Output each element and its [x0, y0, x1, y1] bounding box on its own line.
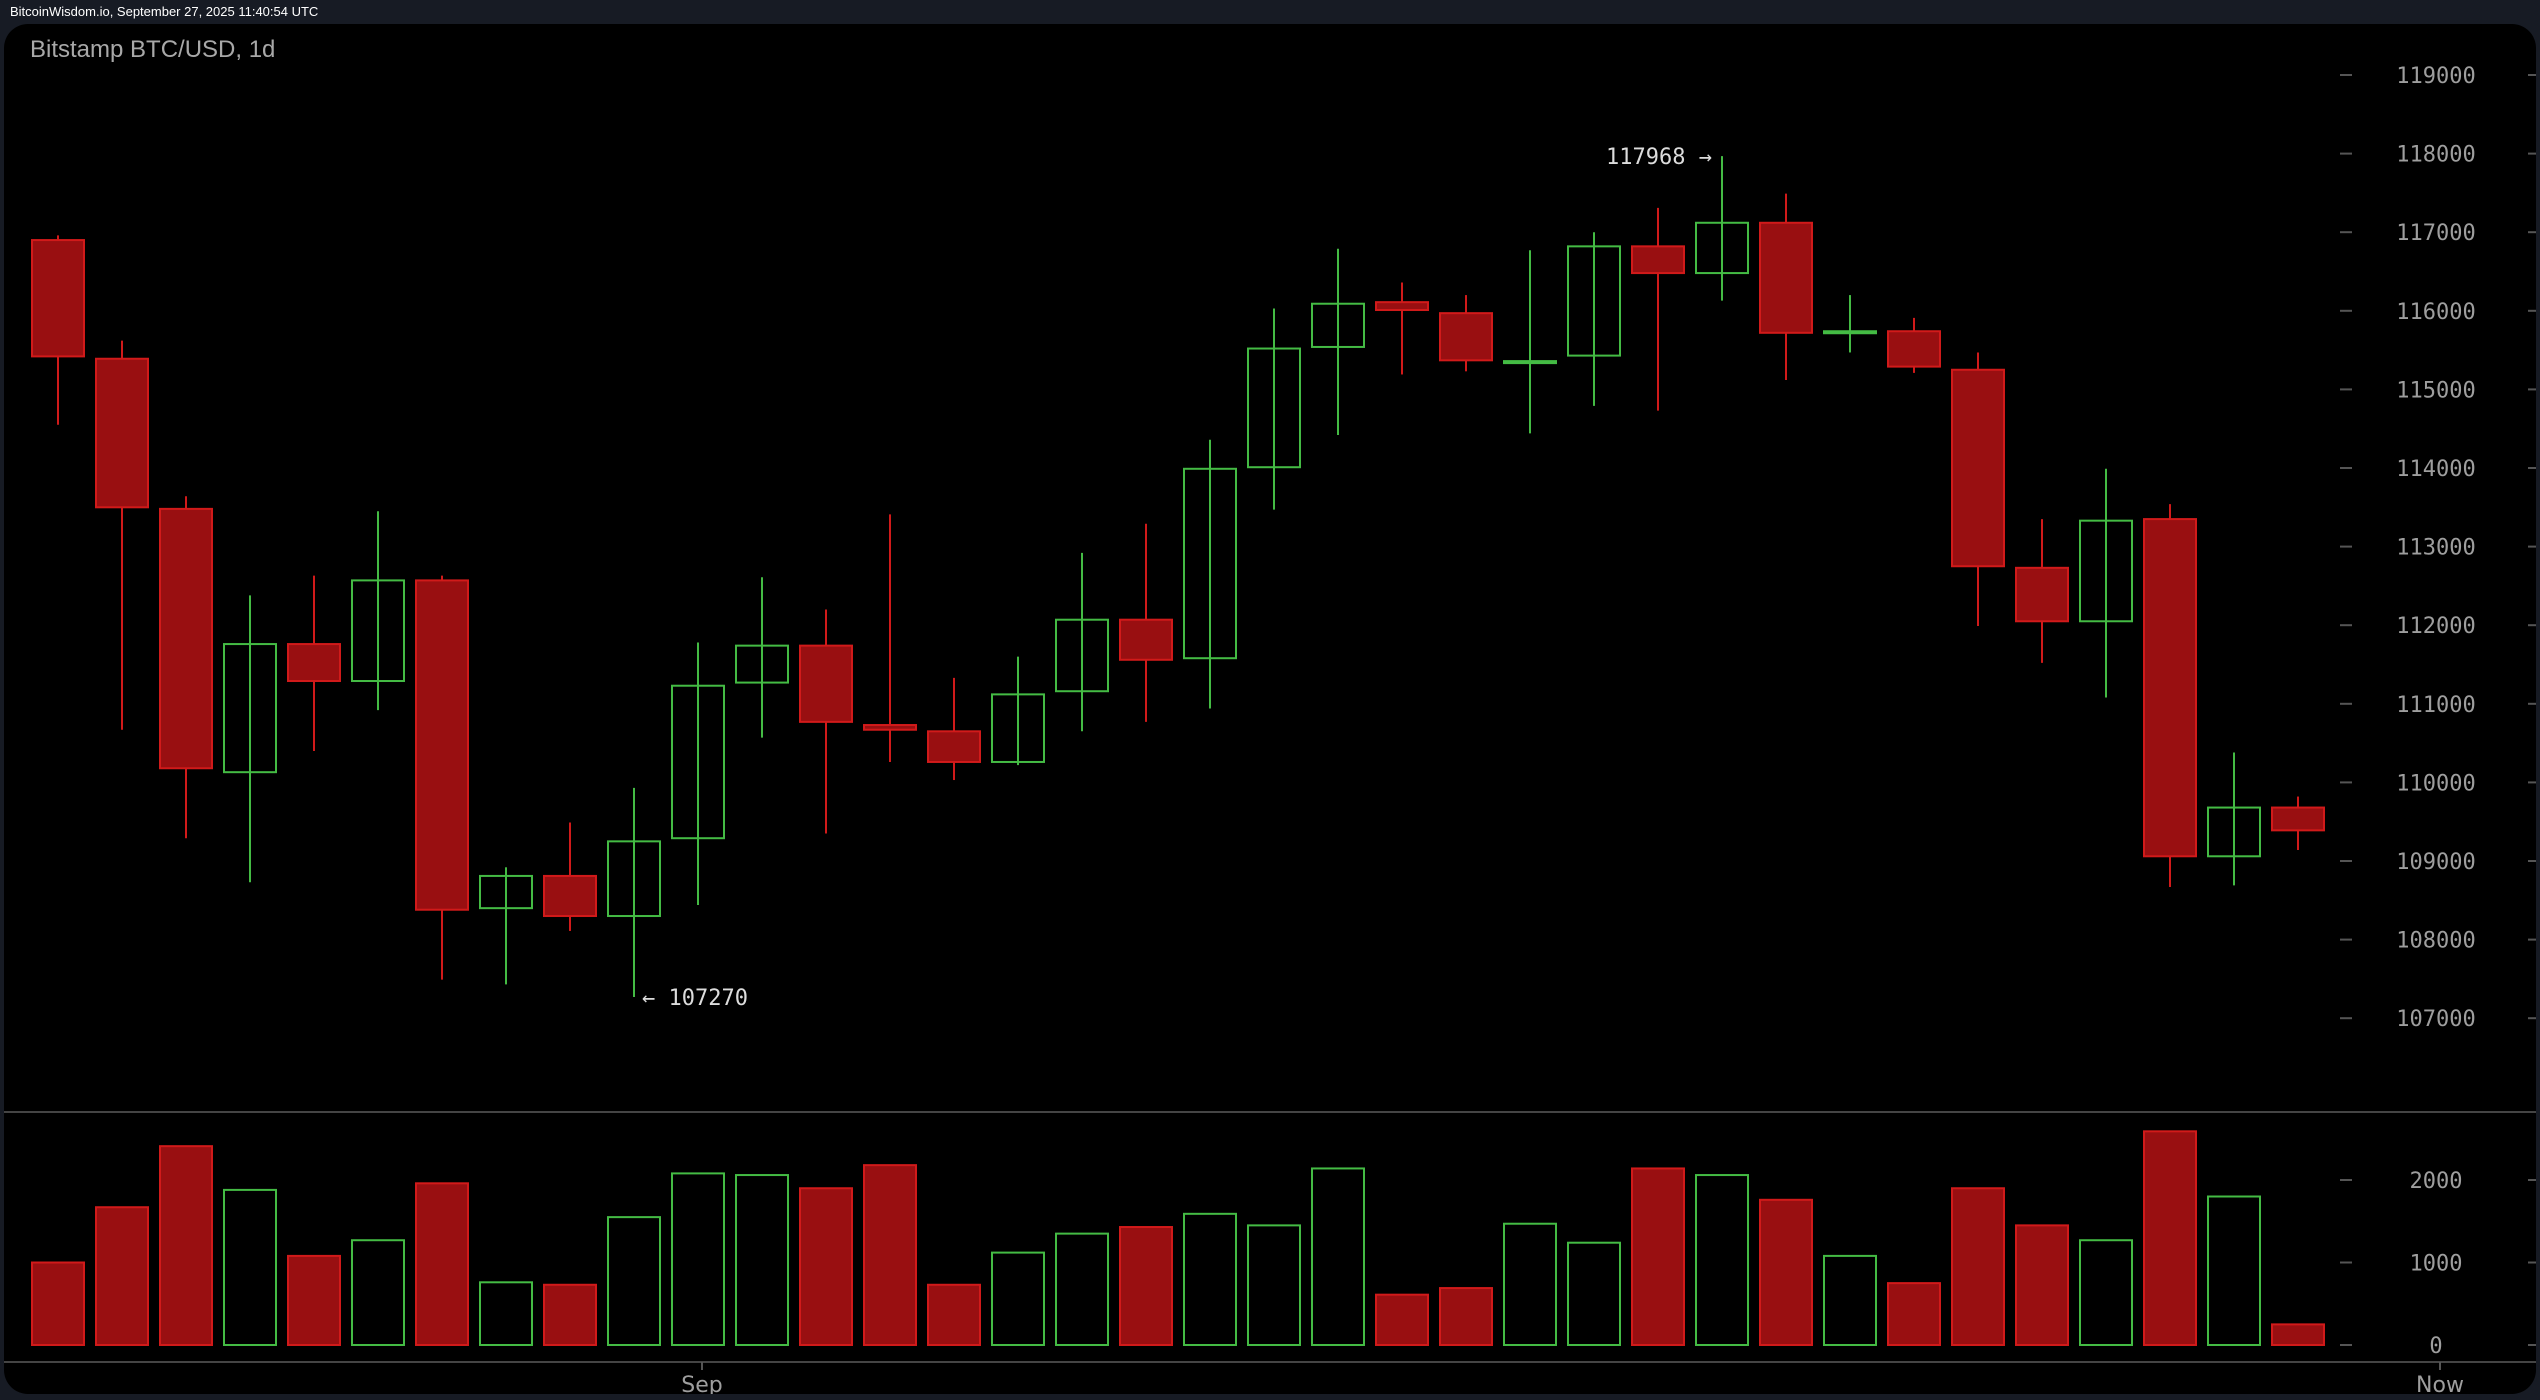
candle-body[interactable]: [159, 507, 213, 770]
chart-title: Bitstamp BTC/USD, 1d: [30, 36, 276, 63]
candle-body[interactable]: [1823, 330, 1877, 335]
candle-body[interactable]: [799, 644, 853, 723]
candle-body[interactable]: [927, 730, 981, 763]
volume-bar[interactable]: [1503, 1222, 1557, 1346]
candle-body[interactable]: [543, 874, 597, 918]
volume-bar[interactable]: [1055, 1232, 1109, 1346]
volume-bar[interactable]: [159, 1145, 213, 1347]
y-tick-label: 107000: [2396, 1007, 2475, 1032]
volume-bar[interactable]: [671, 1172, 725, 1347]
candle-body[interactable]: [863, 724, 917, 731]
y-tick-label: 118000: [2396, 143, 2475, 168]
volume-bar[interactable]: [2207, 1195, 2261, 1346]
y-tick-label: 113000: [2396, 536, 2475, 561]
candle-body[interactable]: [1439, 312, 1493, 362]
volume-bar[interactable]: [95, 1206, 149, 1346]
candle-body[interactable]: [1567, 245, 1621, 357]
candle-body[interactable]: [2015, 566, 2069, 623]
volume-bar[interactable]: [1887, 1282, 1941, 1346]
volume-bar[interactable]: [799, 1187, 853, 1346]
candle-body[interactable]: [2079, 519, 2133, 623]
volume-bar[interactable]: [863, 1164, 917, 1347]
volume-bar[interactable]: [1631, 1167, 1685, 1346]
x-tick-label: Now: [2416, 1373, 2464, 1394]
y-tick-label: 111000: [2396, 693, 2475, 718]
candle-body[interactable]: [1375, 301, 1429, 312]
volume-bar[interactable]: [1695, 1174, 1749, 1347]
candlestick-chart[interactable]: 119000 118000 117000 116000 115000 114000 1130…: [4, 24, 2536, 1394]
high-price-annotation: 117968 →: [1606, 145, 1712, 170]
y-tick-label: 116000: [2396, 300, 2475, 325]
candle-body[interactable]: [1759, 221, 1813, 334]
volume-bar[interactable]: [1311, 1167, 1365, 1346]
volume-bar[interactable]: [1439, 1287, 1493, 1346]
volume-bar[interactable]: [735, 1174, 789, 1347]
candle-body[interactable]: [479, 874, 533, 910]
y-tick-label: 119000: [2396, 64, 2475, 89]
volume-tick-label: 1000: [2410, 1252, 2463, 1277]
candle-body[interactable]: [2207, 806, 2261, 858]
volume-bar[interactable]: [607, 1216, 661, 1346]
candle-body[interactable]: [351, 579, 405, 683]
volume-bar[interactable]: [991, 1251, 1045, 1346]
candle-body[interactable]: [1311, 302, 1365, 348]
candle-body[interactable]: [607, 840, 661, 918]
volume-bar[interactable]: [543, 1283, 597, 1347]
volume-bar[interactable]: [479, 1281, 533, 1347]
candle-body[interactable]: [1119, 618, 1173, 661]
volume-bar[interactable]: [351, 1239, 405, 1346]
candle-body[interactable]: [1695, 221, 1749, 275]
low-price-annotation: ← 107270: [642, 986, 748, 1011]
y-tick-label: 110000: [2396, 771, 2475, 796]
source-timestamp: BitcoinWisdom.io, September 27, 2025 11:…: [10, 4, 319, 19]
volume-tick-label: 2000: [2410, 1169, 2463, 1194]
volume-bar[interactable]: [1183, 1212, 1237, 1346]
y-tick-label: 112000: [2396, 614, 2475, 639]
volume-bar[interactable]: [1375, 1293, 1429, 1347]
candle-body[interactable]: [2271, 806, 2325, 832]
volume-bar[interactable]: [223, 1188, 277, 1347]
candle-body[interactable]: [31, 239, 85, 358]
chart-panel: Bitstamp BTC/USD, 1d 119000 118000 117000 1…: [4, 24, 2536, 1394]
candle-body[interactable]: [1887, 330, 1941, 368]
y-tick-label: 115000: [2396, 378, 2475, 403]
candle-body[interactable]: [1503, 360, 1557, 365]
candle-body[interactable]: [1631, 245, 1685, 275]
candle-body[interactable]: [1055, 618, 1109, 693]
y-tick-label: 117000: [2396, 221, 2475, 246]
candle-body[interactable]: [671, 684, 725, 840]
candle-body[interactable]: [95, 357, 149, 509]
volume-tick-label: 0: [2429, 1334, 2442, 1359]
volume-bar[interactable]: [2271, 1323, 2325, 1346]
volume-bar[interactable]: [31, 1261, 85, 1346]
volume-bar[interactable]: [927, 1283, 981, 1347]
volume-bar[interactable]: [415, 1182, 469, 1347]
candle-body[interactable]: [287, 643, 341, 683]
candle-body[interactable]: [2143, 518, 2197, 858]
y-tick-label: 108000: [2396, 929, 2475, 954]
volume-bar[interactable]: [2015, 1224, 2069, 1346]
volume-bar[interactable]: [2079, 1239, 2133, 1346]
candle-body[interactable]: [1247, 347, 1301, 469]
candle-body[interactable]: [991, 693, 1045, 763]
candle-body[interactable]: [415, 579, 469, 911]
candle-body[interactable]: [223, 643, 277, 774]
volume-bar[interactable]: [1247, 1224, 1301, 1346]
y-tick-label: 114000: [2396, 457, 2475, 482]
candle-body[interactable]: [735, 644, 789, 684]
x-tick-label: Sep: [681, 1373, 722, 1394]
y-tick-label: 109000: [2396, 850, 2475, 875]
volume-bar[interactable]: [1951, 1187, 2005, 1346]
volume-bar[interactable]: [2143, 1130, 2197, 1346]
volume-bar[interactable]: [287, 1254, 341, 1347]
candle-body[interactable]: [1183, 467, 1237, 660]
volume-bar[interactable]: [1119, 1226, 1173, 1347]
volume-bar[interactable]: [1567, 1241, 1621, 1346]
candle-body[interactable]: [1951, 368, 2005, 568]
volume-bar[interactable]: [1759, 1198, 1813, 1347]
volume-bar[interactable]: [1823, 1254, 1877, 1347]
